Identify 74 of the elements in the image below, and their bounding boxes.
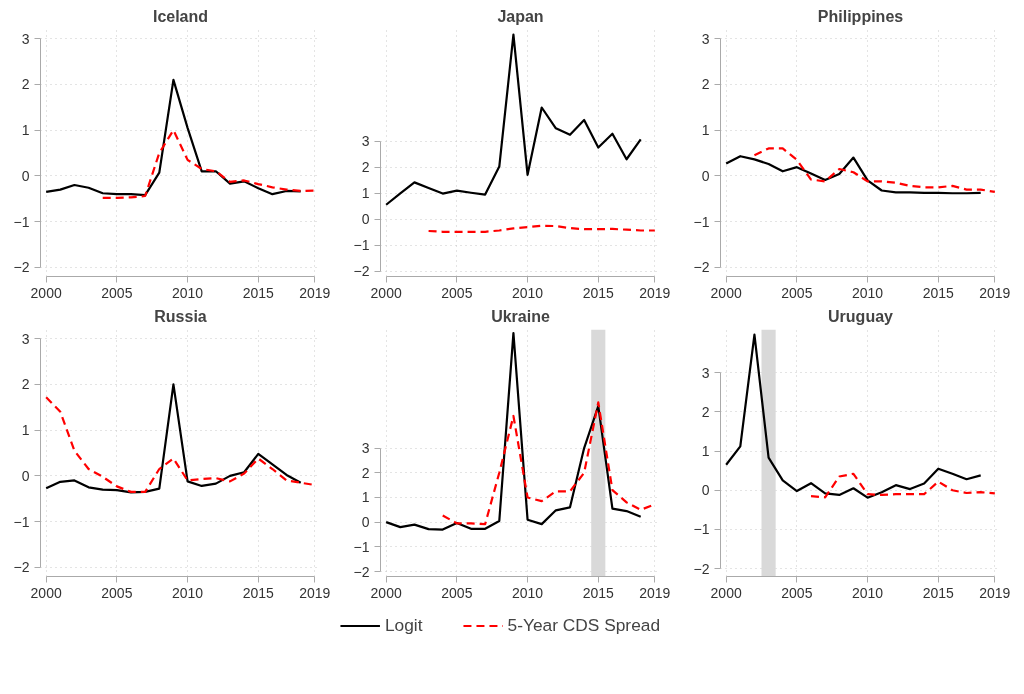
chart-title: Philippines (817, 7, 904, 25)
x-tick-label: 2010 (852, 584, 884, 601)
x-tick-label: 2015 (922, 584, 955, 601)
y-tick-label: 0 (361, 211, 370, 228)
y-tick-label: −2 (693, 560, 710, 577)
x-tick-label: 2005 (441, 584, 473, 601)
y-tick-label: 1 (21, 122, 30, 139)
x-tick-label: 2000 (710, 584, 742, 601)
x-tick-label: 2019 (639, 584, 671, 601)
x-tick-label: 2019 (299, 284, 331, 301)
x-tick-label: 2005 (781, 584, 813, 601)
y-tick-label: 2 (701, 403, 710, 420)
y-tick-label: −1 (13, 213, 30, 230)
y-tick-label: 3 (21, 30, 30, 47)
y-tick-label: 0 (361, 514, 370, 531)
y-tick-label: 3 (701, 30, 710, 47)
legend-label: 5-Year CDS Spread (507, 614, 661, 636)
x-tick-label: 2005 (101, 284, 133, 301)
x-tick-label: 2010 (512, 284, 544, 301)
y-tick-label: 0 (21, 467, 30, 484)
y-tick-label: 1 (701, 443, 710, 460)
x-tick-label: 2010 (852, 284, 884, 301)
x-tick-label: 2019 (639, 284, 671, 301)
y-tick-label: 1 (361, 489, 370, 506)
x-tick-label: 2010 (512, 584, 544, 601)
x-tick-label: 2019 (979, 584, 1011, 601)
y-tick-label: 3 (21, 330, 30, 347)
y-tick-label: 2 (361, 159, 370, 176)
x-tick-label: 2005 (101, 584, 133, 601)
chart-title: Japan (497, 7, 544, 25)
y-tick-label: −1 (13, 513, 30, 530)
y-tick-label: 2 (21, 76, 30, 93)
y-tick-label: 3 (701, 364, 710, 381)
x-tick-label: 2015 (922, 284, 955, 301)
x-tick-label: 2010 (172, 584, 204, 601)
y-tick-label: −2 (693, 259, 710, 276)
y-tick-label: −1 (693, 213, 710, 230)
x-tick-label: 2000 (710, 284, 742, 301)
legend-label: Logit (384, 614, 423, 636)
chart-title: Ukraine (491, 307, 550, 325)
y-tick-label: 1 (21, 422, 30, 439)
x-tick-label: 2005 (441, 284, 473, 301)
x-tick-label: 2010 (172, 284, 204, 301)
y-tick-label: −2 (13, 559, 30, 576)
chart-title: Russia (154, 307, 207, 325)
y-tick-label: −1 (353, 237, 370, 254)
y-tick-label: 0 (21, 167, 30, 184)
y-tick-label: −1 (353, 538, 370, 555)
y-tick-label: 1 (361, 185, 370, 202)
y-tick-label: 0 (701, 167, 710, 184)
y-tick-label: −1 (693, 521, 710, 538)
y-tick-label: 3 (361, 440, 370, 457)
chart-title: Uruguay (828, 307, 894, 325)
y-tick-label: −2 (353, 563, 370, 580)
y-tick-label: 3 (361, 133, 370, 150)
y-tick-label: −2 (353, 263, 370, 280)
y-tick-label: 1 (701, 122, 710, 139)
x-tick-label: 2015 (582, 584, 615, 601)
x-tick-label: 2000 (370, 284, 402, 301)
y-tick-label: −2 (13, 259, 30, 276)
chart-title: Iceland (152, 7, 209, 25)
x-tick-label: 2000 (30, 284, 62, 301)
x-tick-label: 2019 (299, 584, 331, 601)
y-tick-label: 2 (21, 376, 30, 393)
y-tick-label: 2 (701, 76, 710, 93)
x-tick-label: 2000 (370, 584, 402, 601)
x-tick-label: 2000 (30, 584, 62, 601)
y-tick-label: 0 (701, 482, 710, 499)
x-tick-label: 2005 (781, 284, 813, 301)
x-tick-label: 2019 (979, 284, 1011, 301)
x-tick-label: 2015 (242, 284, 275, 301)
y-tick-label: 2 (361, 464, 370, 481)
x-tick-label: 2015 (242, 584, 275, 601)
x-tick-label: 2015 (582, 284, 615, 301)
